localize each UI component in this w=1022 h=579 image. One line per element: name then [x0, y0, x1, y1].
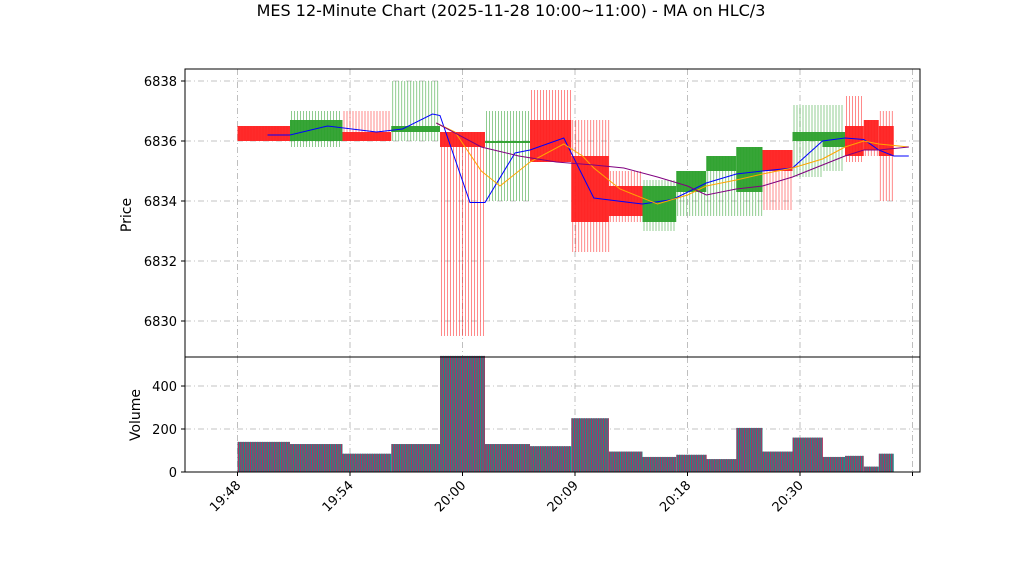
volume-bar	[736, 427, 763, 472]
candle-down	[608, 171, 643, 222]
volume-bar	[792, 437, 823, 472]
volume-ytick-label: 0	[169, 466, 177, 481]
price-axis-label: Price	[119, 198, 135, 232]
candle-down	[571, 120, 610, 252]
x-tick-label: 20:18	[657, 478, 694, 515]
moving-average-lines	[267, 113, 909, 205]
volume-bar	[608, 451, 643, 472]
x-tick-label: 20:09	[545, 478, 582, 515]
price-y-ticks: 6830 6832 6834 6836 6838	[144, 75, 185, 330]
volume-bar	[676, 454, 707, 472]
volume-bar	[762, 451, 793, 472]
candle-body	[485, 141, 530, 143]
volume-bar	[290, 444, 343, 472]
candle-up	[485, 111, 530, 201]
price-ytick-label: 6834	[144, 195, 177, 210]
volume-bar-fill	[608, 451, 643, 472]
candle-body	[608, 186, 643, 216]
price-ytick-label: 6836	[144, 135, 177, 150]
candle-body	[342, 132, 392, 141]
x-axis-ticks: 19:48 19:54 20:00 20:09 20:18 20:30	[207, 472, 913, 515]
volume-bars	[237, 355, 894, 472]
x-tick-label: 20:00	[432, 478, 469, 515]
volume-bar	[822, 456, 845, 472]
price-ytick-label: 6832	[144, 255, 177, 270]
volume-ytick-label: 400	[152, 380, 177, 395]
candle-down	[237, 126, 290, 141]
volume-bar	[440, 355, 485, 472]
candle-body	[863, 120, 879, 150]
candle-down	[863, 120, 879, 156]
volume-bar	[878, 453, 894, 472]
candle-up	[706, 156, 737, 216]
price-ytick-label: 6838	[144, 75, 177, 90]
price-candles	[237, 81, 894, 336]
volume-bar	[863, 466, 879, 472]
x-tick-label: 20:30	[770, 478, 807, 515]
candle-body	[676, 171, 707, 192]
volume-ytick-label: 200	[152, 423, 177, 438]
ma-line	[436, 122, 909, 205]
price-ytick-label: 6830	[144, 315, 177, 330]
volume-bar-fill	[845, 455, 864, 472]
candle-down	[342, 111, 392, 141]
volume-y-ticks: 0 200 400	[152, 380, 185, 481]
x-tick-label: 19:54	[320, 478, 357, 515]
volume-bar-fill	[642, 456, 677, 472]
volume-bar	[530, 446, 572, 472]
candle-down	[762, 150, 793, 210]
volume-bar	[391, 444, 440, 472]
candle-up	[391, 81, 440, 141]
ma-line	[267, 113, 909, 205]
candle-body	[762, 150, 793, 171]
candle-body	[878, 126, 894, 156]
candle-body	[845, 126, 864, 156]
volume-bar	[642, 456, 677, 472]
candle-down	[845, 96, 864, 162]
candle-up	[290, 111, 343, 147]
volume-bar	[237, 441, 290, 472]
x-tick-label: 19:48	[207, 478, 244, 515]
candle-body	[736, 147, 763, 192]
candle-down	[440, 132, 485, 336]
candle-body	[391, 126, 440, 132]
volume-bar	[485, 444, 530, 472]
volume-plot-frame	[184, 356, 921, 473]
candle-up	[642, 180, 677, 231]
candle-down	[878, 111, 894, 201]
volume-axis-label: Volume	[128, 389, 144, 441]
volume-bar	[845, 455, 864, 472]
chart-title: MES 12-Minute Chart (2025-11-28 10:00~11…	[257, 1, 766, 20]
candle-body	[642, 186, 677, 222]
volume-bar	[571, 418, 609, 472]
candle-body	[571, 156, 609, 222]
candle-body	[530, 120, 572, 162]
volume-bar-fill	[863, 466, 879, 472]
ma-line	[436, 122, 909, 196]
volume-bar	[706, 459, 737, 472]
candle-body	[237, 126, 290, 141]
candle-body	[706, 156, 737, 171]
candle-body	[792, 132, 823, 141]
candle-body	[290, 120, 343, 141]
volume-bar	[342, 453, 392, 472]
candle-up	[736, 147, 763, 216]
